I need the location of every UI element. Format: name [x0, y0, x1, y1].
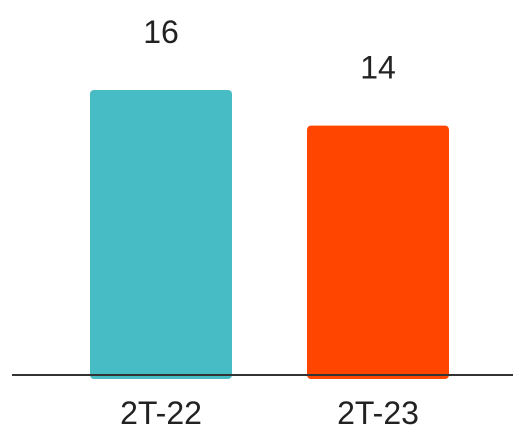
x-tick-labels: 2T-22 2T-23 — [120, 395, 419, 431]
value-label-2t-22: 16 — [143, 14, 179, 50]
x-tick-label-2t-23: 2T-23 — [337, 395, 419, 428]
value-label-2t-23: 14 — [360, 50, 396, 86]
bar-2t-22 — [90, 90, 232, 379]
bars-layer — [90, 90, 449, 379]
x-tick-label-2t-22: 2T-22 — [120, 395, 202, 428]
bar-2t-23 — [307, 125, 449, 379]
